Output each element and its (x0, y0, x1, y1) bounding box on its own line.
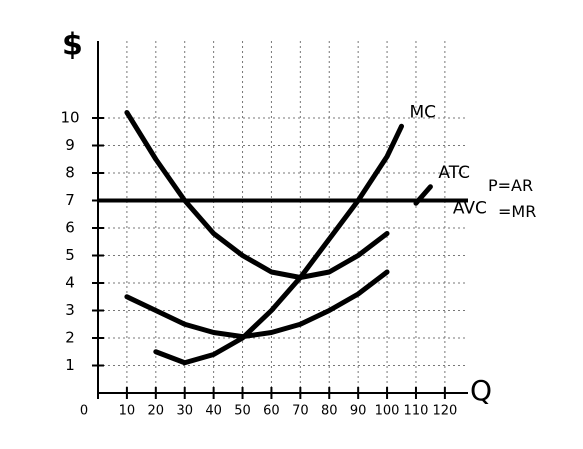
y-tick-label: 5 (65, 246, 75, 264)
price-line-label: P=AR (488, 176, 533, 195)
x-tick-label: 60 (263, 404, 280, 419)
y-axis-label: $ (62, 28, 83, 63)
x-tick-label: 50 (234, 404, 251, 419)
series-label: MC (410, 102, 437, 122)
x-tick-label: 20 (148, 404, 165, 419)
x-tick-label: 70 (292, 404, 309, 419)
y-tick-label: 9 (65, 136, 75, 154)
x-tick-label: 40 (205, 404, 222, 419)
curve (153, 123, 405, 366)
y-tick-label: 1 (65, 356, 75, 374)
x-tick-label: 90 (350, 404, 367, 419)
y-tick-label: 6 (65, 219, 75, 237)
x-tick-label: 80 (321, 404, 338, 419)
x-tick-label: 10 (119, 404, 136, 419)
y-tick-label: 3 (65, 301, 75, 319)
y-tick-label: 10 (60, 109, 79, 127)
y-tick-label: 8 (65, 164, 75, 182)
y-tick-label: 2 (65, 329, 75, 347)
y-tick-label: 7 (65, 191, 75, 209)
x-tick-label: 110 (404, 404, 429, 419)
curve (127, 223, 445, 337)
x-tick-label: 0 (80, 404, 88, 419)
y-tick-label: 4 (65, 274, 75, 292)
series-label: ATC (438, 163, 470, 183)
series-label: AVC (453, 199, 487, 219)
x-tick-label: 30 (176, 404, 193, 419)
x-tick-label: 120 (432, 404, 457, 419)
price-line-label: =MR (498, 202, 536, 221)
x-axis-label: Q (470, 374, 492, 407)
curve (124, 110, 433, 280)
x-tick-label: 100 (375, 404, 400, 419)
